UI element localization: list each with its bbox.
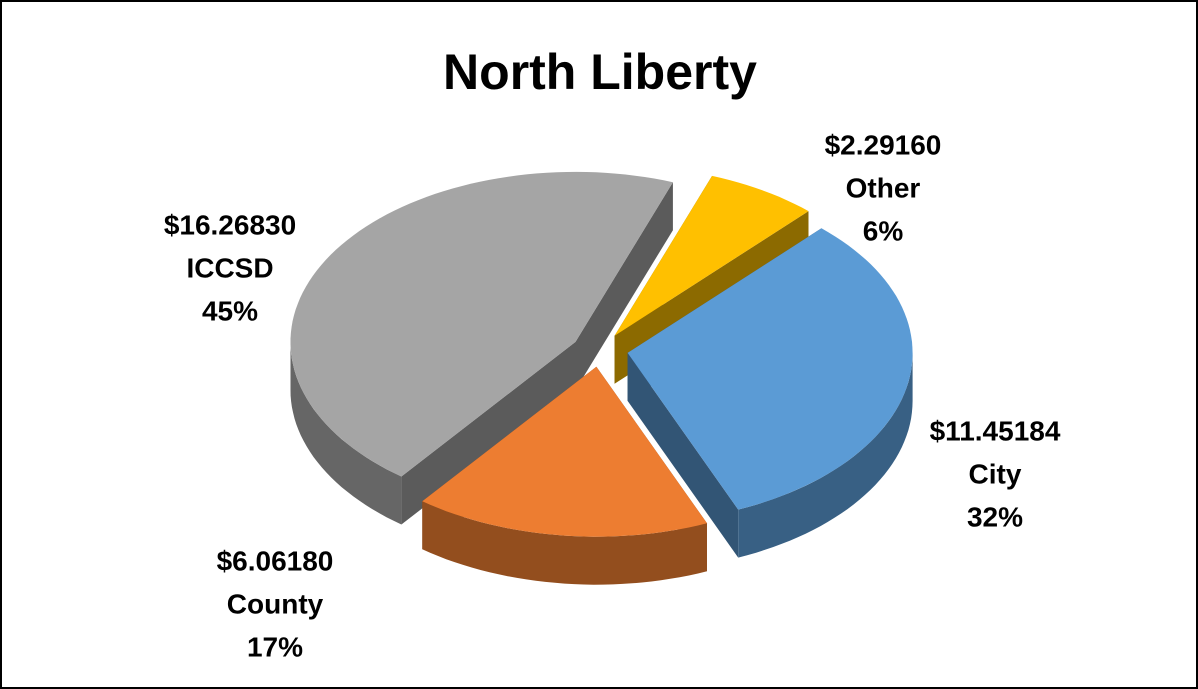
slice-wall xyxy=(290,341,402,525)
data-label: $6.06180 xyxy=(217,545,334,576)
slice xyxy=(290,171,673,477)
slice-side xyxy=(575,182,673,390)
slice-side xyxy=(401,341,576,525)
percent-label: 17% xyxy=(247,631,303,662)
slice xyxy=(627,228,913,510)
category-label: County xyxy=(227,588,324,619)
data-label: $11.45184 xyxy=(930,415,1061,446)
slice-wall xyxy=(738,352,913,558)
chart-title: North Liberty xyxy=(443,44,757,100)
percent-label: 32% xyxy=(967,501,1023,532)
category-label: Other xyxy=(846,172,921,203)
percent-label: 45% xyxy=(202,295,258,326)
category-label: ICCSD xyxy=(186,252,273,283)
category-label: City xyxy=(969,458,1022,489)
slice xyxy=(422,366,707,537)
slice xyxy=(614,175,809,336)
slice-side xyxy=(627,352,739,558)
percent-label: 6% xyxy=(863,215,904,246)
data-label: $2.29160 xyxy=(825,129,942,160)
slice-wall xyxy=(422,501,707,585)
data-label: $16.26830 xyxy=(164,209,296,240)
